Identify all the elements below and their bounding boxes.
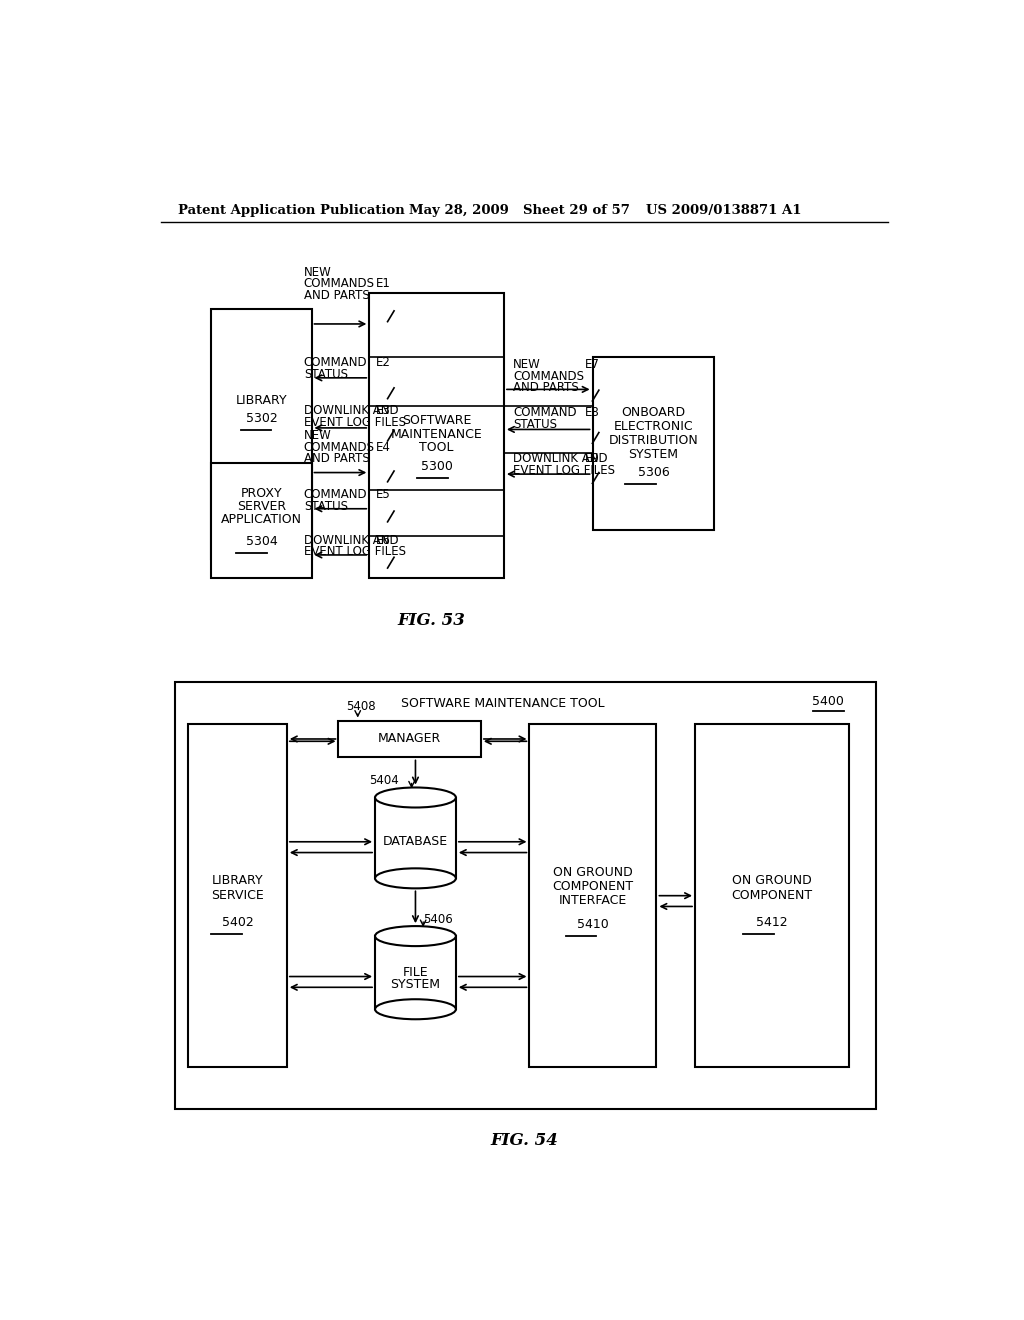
Text: DOWNLINK AND: DOWNLINK AND <box>304 533 398 546</box>
Text: 5410: 5410 <box>578 919 609 932</box>
Bar <box>375 797 456 878</box>
Text: AND PARTS: AND PARTS <box>304 453 370 465</box>
Text: 5306: 5306 <box>638 466 670 479</box>
Ellipse shape <box>375 869 456 888</box>
Text: EVENT LOG FILES: EVENT LOG FILES <box>304 545 406 558</box>
Text: APPLICATION: APPLICATION <box>221 513 302 527</box>
Text: E3: E3 <box>376 404 390 417</box>
Text: E2: E2 <box>376 356 390 370</box>
Bar <box>188 725 287 1067</box>
Text: SYSTEM: SYSTEM <box>629 447 678 461</box>
Text: NEW: NEW <box>304 265 332 279</box>
Text: 5406: 5406 <box>423 912 453 925</box>
Text: SOFTWARE: SOFTWARE <box>402 413 471 426</box>
Ellipse shape <box>375 999 456 1019</box>
Text: ON GROUND: ON GROUND <box>553 866 633 879</box>
Text: NEW: NEW <box>304 429 332 442</box>
Text: PROXY: PROXY <box>241 487 283 500</box>
Bar <box>175 682 876 1109</box>
Text: ON GROUND: ON GROUND <box>732 874 812 887</box>
Text: 5304: 5304 <box>246 536 278 548</box>
Text: 5300: 5300 <box>421 459 453 473</box>
Text: Patent Application Publication: Patent Application Publication <box>178 205 406 218</box>
Text: E6: E6 <box>376 533 390 546</box>
Text: DATABASE: DATABASE <box>383 836 449 849</box>
Text: STATUS: STATUS <box>513 417 557 430</box>
Bar <box>695 725 849 1067</box>
Text: AND PARTS: AND PARTS <box>513 381 579 395</box>
Text: E1: E1 <box>376 277 390 290</box>
Text: 5404: 5404 <box>370 774 399 787</box>
Ellipse shape <box>375 788 456 808</box>
Text: E4: E4 <box>376 441 390 454</box>
Text: LIBRARY: LIBRARY <box>212 874 263 887</box>
Bar <box>211 309 311 558</box>
Text: ONBOARD: ONBOARD <box>622 407 685 418</box>
Text: SYSTEM: SYSTEM <box>390 978 440 991</box>
Text: MAINTENANCE: MAINTENANCE <box>391 428 482 441</box>
Text: COMMANDS: COMMANDS <box>304 277 375 290</box>
Text: DISTRIBUTION: DISTRIBUTION <box>608 434 698 446</box>
Text: 5400: 5400 <box>812 694 844 708</box>
Bar <box>370 293 504 578</box>
Text: EVENT LOG FILES: EVENT LOG FILES <box>513 463 615 477</box>
Text: SERVICE: SERVICE <box>211 890 264 902</box>
Text: LIBRARY: LIBRARY <box>236 395 288 408</box>
Text: FILE: FILE <box>402 966 428 979</box>
Bar <box>529 725 656 1067</box>
Text: INTERFACE: INTERFACE <box>559 894 627 907</box>
Text: 5302: 5302 <box>246 412 278 425</box>
Text: US 2009/0138871 A1: US 2009/0138871 A1 <box>646 205 802 218</box>
Text: COMMAND: COMMAND <box>304 488 368 502</box>
Text: ELECTRONIC: ELECTRONIC <box>613 420 693 433</box>
Text: STATUS: STATUS <box>304 367 348 380</box>
Text: COMPONENT: COMPONENT <box>552 880 634 892</box>
Text: 5412: 5412 <box>756 916 787 929</box>
Text: 5402: 5402 <box>222 916 254 929</box>
Text: EVENT LOG FILES: EVENT LOG FILES <box>304 416 406 429</box>
Ellipse shape <box>375 927 456 946</box>
Text: FIG. 54: FIG. 54 <box>490 1131 559 1148</box>
Text: E7: E7 <box>585 358 600 371</box>
Text: STATUS: STATUS <box>304 500 348 513</box>
Text: E8: E8 <box>585 407 600 418</box>
Bar <box>211 462 311 578</box>
Text: COMMAND: COMMAND <box>513 407 577 418</box>
Text: 5408: 5408 <box>346 700 376 713</box>
Text: May 28, 2009: May 28, 2009 <box>410 205 509 218</box>
Text: TOOL: TOOL <box>420 441 454 454</box>
Text: SOFTWARE MAINTENANCE TOOL: SOFTWARE MAINTENANCE TOOL <box>400 697 604 710</box>
Text: COMMAND: COMMAND <box>304 356 368 370</box>
Bar <box>375 936 456 1010</box>
Text: E5: E5 <box>376 488 390 502</box>
Text: FIG. 53: FIG. 53 <box>397 612 465 628</box>
Text: Sheet 29 of 57: Sheet 29 of 57 <box>523 205 630 218</box>
Text: AND PARTS: AND PARTS <box>304 289 370 302</box>
Bar <box>339 721 481 758</box>
Bar <box>593 358 714 531</box>
Text: COMPONENT: COMPONENT <box>731 890 812 902</box>
Text: SERVER: SERVER <box>237 500 286 513</box>
Text: NEW: NEW <box>513 358 541 371</box>
Text: COMMANDS: COMMANDS <box>513 370 585 383</box>
Text: MANAGER: MANAGER <box>378 733 441 746</box>
Text: DOWNLINK AND: DOWNLINK AND <box>513 453 608 465</box>
Text: COMMANDS: COMMANDS <box>304 441 375 454</box>
Text: DOWNLINK AND: DOWNLINK AND <box>304 404 398 417</box>
Text: E9: E9 <box>585 453 600 465</box>
